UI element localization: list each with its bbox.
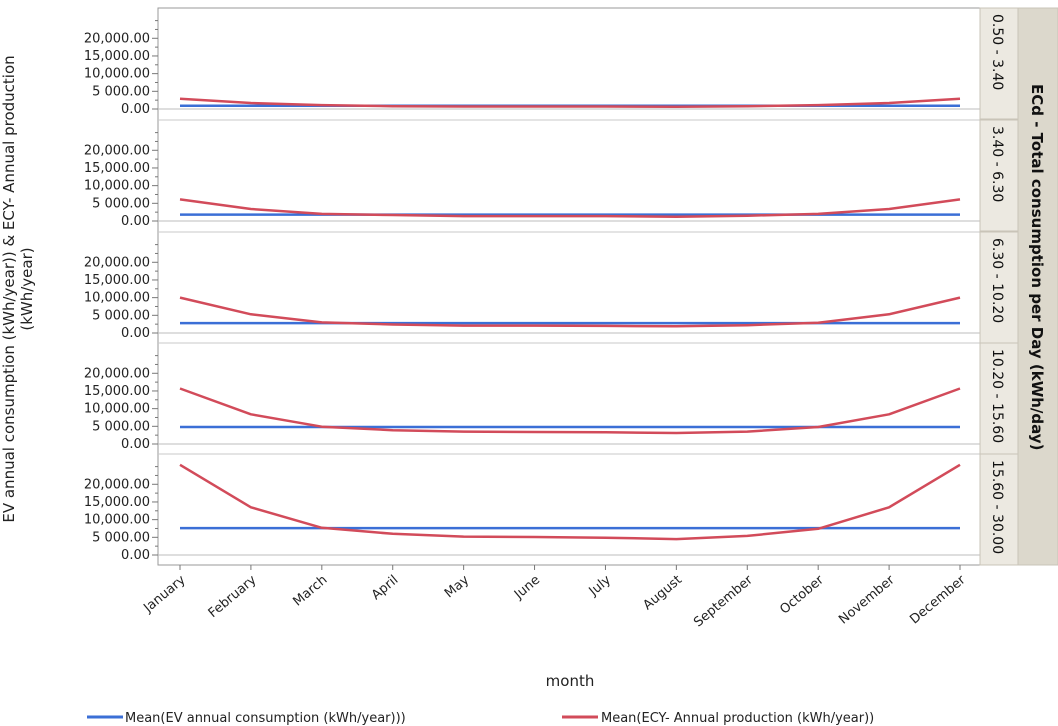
facet-panel: 0.00 5 000.00 10,000.00 15,000.00 20,000.00 bbox=[84, 20, 980, 117]
facet-strip-label: 15.60 - 30.00 bbox=[989, 460, 1005, 554]
y-tick-label: 10,000.00 bbox=[84, 179, 150, 194]
facet-panel: 0.00 5 000.00 10,000.00 15,000.00 20,000.00 bbox=[84, 119, 980, 229]
facet-strip-label: 0.50 - 3.40 bbox=[989, 14, 1005, 90]
facet-strip-label: 6.30 - 10.20 bbox=[989, 238, 1005, 323]
facet-panel: 0.00 5 000.00 10,000.00 15,000.00 20,000.00 bbox=[84, 453, 980, 563]
facet-title: ECd - Total consumption per Day (kWh/day… bbox=[1028, 84, 1046, 450]
y-tick-label: 15,000.00 bbox=[84, 161, 150, 176]
y-tick-label: 20,000.00 bbox=[84, 255, 150, 270]
y-tick-label: 20,000.00 bbox=[84, 143, 150, 158]
y-tick-label: 10,000.00 bbox=[84, 291, 150, 306]
y-axis-title-line1: EV annual consumption (kWh/year)) & ECY-… bbox=[0, 55, 18, 522]
facet-strip bbox=[979, 453, 1019, 566]
x-tick-label: March bbox=[290, 573, 330, 610]
facet-panel: 0.00 5 000.00 10,000.00 15,000.00 20,000.00 bbox=[84, 342, 980, 452]
facet-panel: 0.00 5 000.00 10,000.00 15,000.00 20,000.00 bbox=[84, 231, 980, 341]
ecy-series-line bbox=[179, 387, 961, 435]
y-tick-label: 15,000.00 bbox=[84, 273, 150, 288]
x-tick-label: June bbox=[511, 573, 543, 603]
legend: Mean(EV annual consumption (kWh/year))) … bbox=[87, 711, 874, 726]
x-tick-label: April bbox=[369, 573, 401, 604]
y-tick-label: 15,000.00 bbox=[84, 49, 150, 64]
y-tick-label: 20,000.00 bbox=[84, 477, 150, 492]
ecy-series-line bbox=[179, 296, 961, 328]
x-tick-label: August bbox=[640, 573, 684, 614]
facet-strip-label: 3.40 - 6.30 bbox=[989, 126, 1005, 202]
y-tick-label: 10,000.00 bbox=[84, 402, 150, 417]
ecy-series-line bbox=[179, 198, 961, 219]
y-tick-label: 20,000.00 bbox=[84, 31, 150, 46]
y-tick-label: 0.00 bbox=[121, 214, 150, 229]
plot-area: 0.005 000.0010,000.0015,000.0020,000.000… bbox=[84, 7, 981, 566]
plot-frame bbox=[157, 7, 981, 566]
facet-strip bbox=[979, 7, 1019, 120]
x-tick-label: July bbox=[586, 572, 615, 599]
y-axis-title-line2: (kWh/year) bbox=[18, 247, 36, 330]
y-tick-label: 5 000.00 bbox=[92, 530, 150, 545]
ecy-series-line bbox=[179, 97, 961, 108]
x-axis-title: month bbox=[546, 672, 595, 690]
y-tick-label: 10,000.00 bbox=[84, 513, 150, 528]
facet-strip-label: 10.20 - 15.60 bbox=[989, 349, 1005, 443]
x-tick-label: December bbox=[907, 572, 969, 627]
y-tick-label: 0.00 bbox=[121, 437, 150, 452]
x-tick-label: September bbox=[691, 572, 756, 630]
x-tick-label: October bbox=[777, 572, 827, 617]
y-tick-label: 0.00 bbox=[121, 102, 150, 117]
y-tick-label: 15,000.00 bbox=[84, 384, 150, 399]
ecy-series-line bbox=[179, 463, 961, 541]
facet-strip bbox=[979, 119, 1019, 232]
legend-label-ev: Mean(EV annual consumption (kWh/year))) bbox=[125, 711, 406, 726]
facet-strips: 0.50 - 3.40 3.40 - 6.30 6.30 - 10.20 10.20 … bbox=[979, 7, 1058, 566]
facet-title-strip bbox=[1017, 7, 1058, 566]
y-tick-label: 0.00 bbox=[121, 548, 150, 563]
x-axis: January February March April May June July Augu… bbox=[140, 565, 969, 630]
y-tick-label: 5 000.00 bbox=[92, 308, 150, 323]
y-tick-label: 5 000.00 bbox=[92, 84, 150, 99]
facet-strip bbox=[979, 231, 1019, 344]
y-tick-label: 15,000.00 bbox=[84, 495, 150, 510]
x-tick-label: February bbox=[206, 572, 260, 621]
y-tick-label: 20,000.00 bbox=[84, 366, 150, 381]
y-tick-label: 10,000.00 bbox=[84, 67, 150, 82]
x-tick-label: November bbox=[836, 572, 898, 627]
x-tick-label: May bbox=[442, 572, 472, 601]
y-tick-label: 5 000.00 bbox=[92, 419, 150, 434]
legend-label-ecy: Mean(ECY- Annual production (kWh/year)) bbox=[601, 711, 874, 726]
y-tick-label: 0.00 bbox=[121, 326, 150, 341]
y-tick-label: 5 000.00 bbox=[92, 196, 150, 211]
x-tick-label: January bbox=[140, 572, 188, 616]
